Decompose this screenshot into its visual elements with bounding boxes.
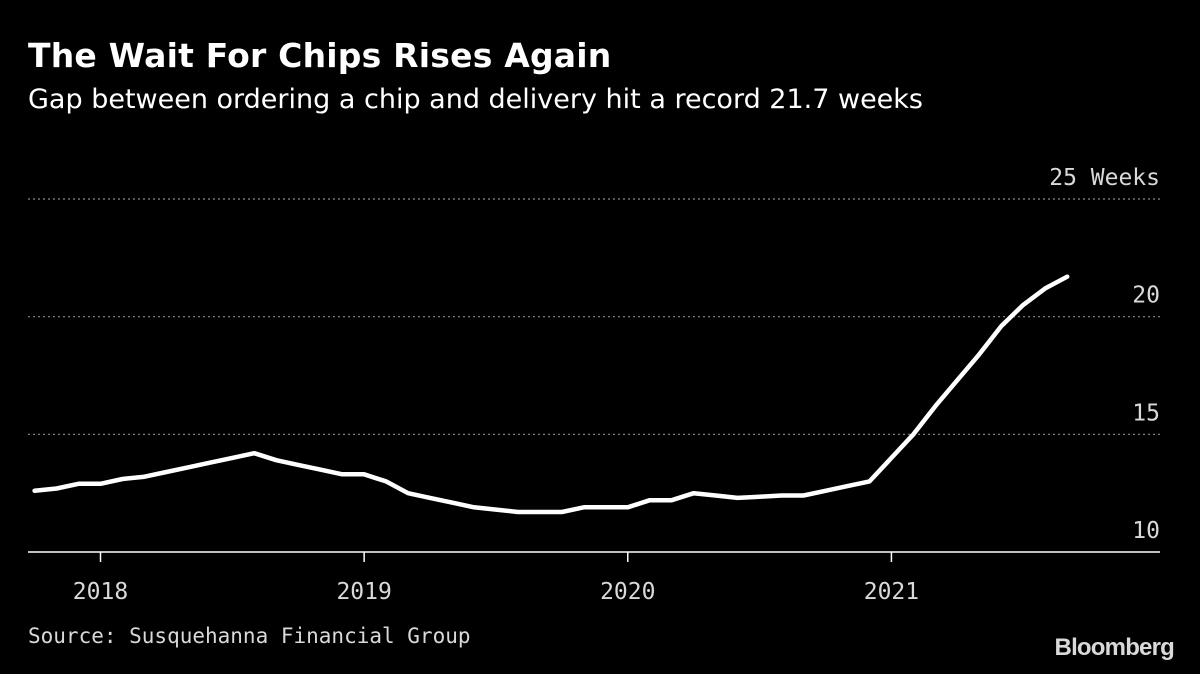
bloomberg-logo: Bloomberg xyxy=(1054,634,1175,661)
x-axis-labels: 2018 2019 2020 2021 xyxy=(73,579,919,605)
series-line xyxy=(32,274,1070,515)
chart-title: The Wait For Chips Rises Again xyxy=(28,36,612,75)
x-tick-label: 2019 xyxy=(336,579,391,605)
source-note: Source: Susquehanna Financial Group xyxy=(28,624,471,648)
y-tick-label: 10 xyxy=(1132,518,1160,544)
line-chart: 25 Weeks 20 15 10 2018 2019 2020 2021 xyxy=(28,165,1160,605)
y-tick-label: 25 Weeks xyxy=(1049,165,1160,191)
y-tick-label: 20 xyxy=(1132,283,1160,309)
y-axis-labels: 25 Weeks 20 15 10 xyxy=(1049,165,1160,544)
x-tick-label: 2021 xyxy=(864,579,919,605)
chart-subtitle: Gap between ordering a chip and delivery… xyxy=(28,84,923,115)
series-layer xyxy=(32,274,1070,515)
x-axis xyxy=(28,551,1160,562)
gridlines xyxy=(28,198,1160,435)
x-tick-label: 2018 xyxy=(73,579,128,605)
x-tick-label: 2020 xyxy=(600,579,655,605)
y-tick-label: 15 xyxy=(1132,400,1160,426)
